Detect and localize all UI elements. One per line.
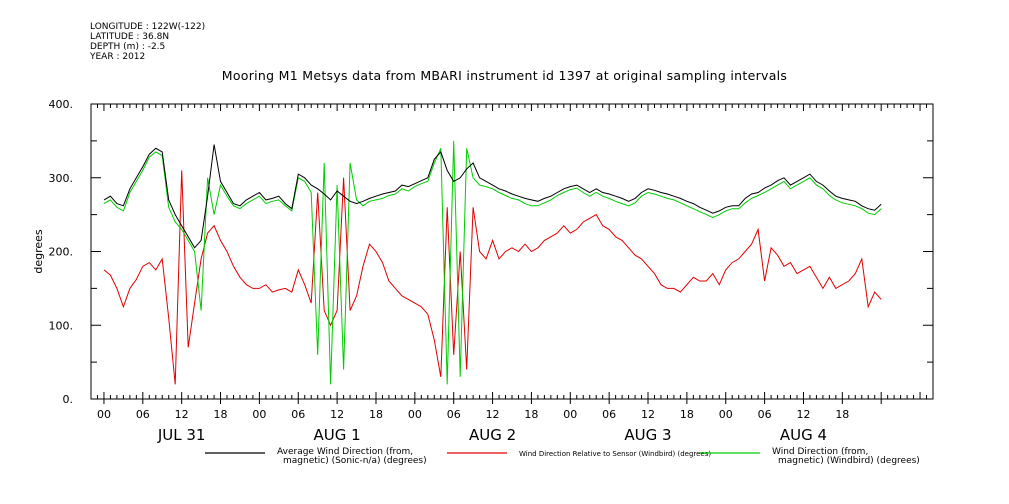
x-day-label: AUG 4 bbox=[780, 426, 827, 444]
y-tick-label: 400. bbox=[49, 98, 74, 111]
meta-depth: DEPTH (m) : -2.5 bbox=[90, 42, 166, 52]
x-day-label: AUG 3 bbox=[624, 426, 671, 444]
y-tick-label: 0. bbox=[63, 393, 74, 406]
y-tick-label: 200. bbox=[49, 246, 74, 259]
x-tick-label: 18 bbox=[524, 408, 538, 421]
x-tick-label: 00 bbox=[563, 408, 577, 421]
chart-title: Mooring M1 Metsys data from MBARI instru… bbox=[221, 68, 788, 83]
legend-label-line1: Wind Direction (from, bbox=[772, 447, 868, 457]
x-tick-label: 06 bbox=[758, 408, 772, 421]
meta-longitude: LONGITUDE : 122W(-122) bbox=[90, 22, 206, 32]
x-tick-label: 12 bbox=[641, 408, 655, 421]
series-line-1 bbox=[103, 170, 882, 385]
x-tick-label: 12 bbox=[486, 408, 500, 421]
x-tick-label: 06 bbox=[291, 408, 305, 421]
series-line-0 bbox=[103, 144, 882, 249]
series-line-2 bbox=[103, 140, 882, 385]
x-tick-label: 00 bbox=[719, 408, 733, 421]
x-tick-label: 18 bbox=[214, 408, 228, 421]
x-tick-label: 00 bbox=[252, 408, 266, 421]
legend-label-line2: magnetic) (Sonic-n/a) (degrees) bbox=[283, 456, 427, 466]
meta-latitude: LATITUDE : 36.8N bbox=[90, 32, 170, 42]
x-day-label: AUG 2 bbox=[469, 426, 516, 444]
x-tick-label: 00 bbox=[408, 408, 422, 421]
x-day-label: JUL 31 bbox=[157, 426, 206, 444]
metadata-block: LONGITUDE : 122W(-122) LATITUDE : 36.8N … bbox=[90, 22, 205, 62]
meta-year: YEAR : 2012 bbox=[90, 52, 146, 62]
x-tick-label: 18 bbox=[369, 408, 383, 421]
x-tick-label: 06 bbox=[447, 408, 461, 421]
x-tick-label: 18 bbox=[680, 408, 694, 421]
legend-label: Wind Direction Relative to Sensor (Windb… bbox=[519, 450, 711, 458]
x-tick-label: 12 bbox=[175, 408, 189, 421]
y-axis-label: degrees bbox=[32, 229, 45, 274]
plot-frame bbox=[90, 103, 934, 400]
x-tick-label: 18 bbox=[835, 408, 849, 421]
legend-label-line1: Average Wind Direction (from, bbox=[277, 447, 413, 457]
x-tick-label: 06 bbox=[602, 408, 616, 421]
x-day-label: AUG 1 bbox=[314, 426, 361, 444]
x-tick-label: 00 bbox=[97, 408, 111, 421]
y-tick-label: 100. bbox=[49, 319, 74, 332]
x-tick-label: 12 bbox=[796, 408, 810, 421]
y-tick-label: 300. bbox=[49, 172, 74, 185]
x-tick-label: 12 bbox=[330, 408, 344, 421]
x-tick-label: 06 bbox=[136, 408, 150, 421]
legend-label-line2: magnetic) (Windbird) (degrees) bbox=[778, 456, 920, 466]
